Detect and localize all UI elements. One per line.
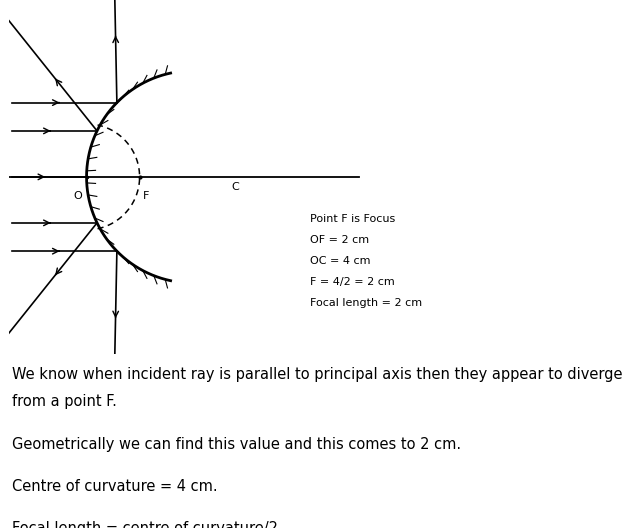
Text: Point F is Focus: Point F is Focus bbox=[310, 214, 396, 224]
Text: from a point F.: from a point F. bbox=[12, 394, 116, 409]
Text: Focal length = 2 cm: Focal length = 2 cm bbox=[310, 298, 422, 308]
Text: We know when incident ray is parallel to principal axis then they appear to dive: We know when incident ray is parallel to… bbox=[12, 367, 622, 382]
Text: F = 4/2 = 2 cm: F = 4/2 = 2 cm bbox=[310, 277, 395, 287]
Text: F: F bbox=[143, 191, 149, 201]
Text: OC = 4 cm: OC = 4 cm bbox=[310, 256, 371, 266]
Text: Geometrically we can find this value and this comes to 2 cm.: Geometrically we can find this value and… bbox=[12, 437, 461, 451]
Text: Centre of curvature = 4 cm.: Centre of curvature = 4 cm. bbox=[12, 479, 217, 494]
Text: OF = 2 cm: OF = 2 cm bbox=[310, 235, 369, 245]
Text: C: C bbox=[231, 183, 239, 193]
Text: O: O bbox=[74, 191, 82, 201]
Text: Focal length = centre of curvature/2.: Focal length = centre of curvature/2. bbox=[12, 521, 282, 528]
